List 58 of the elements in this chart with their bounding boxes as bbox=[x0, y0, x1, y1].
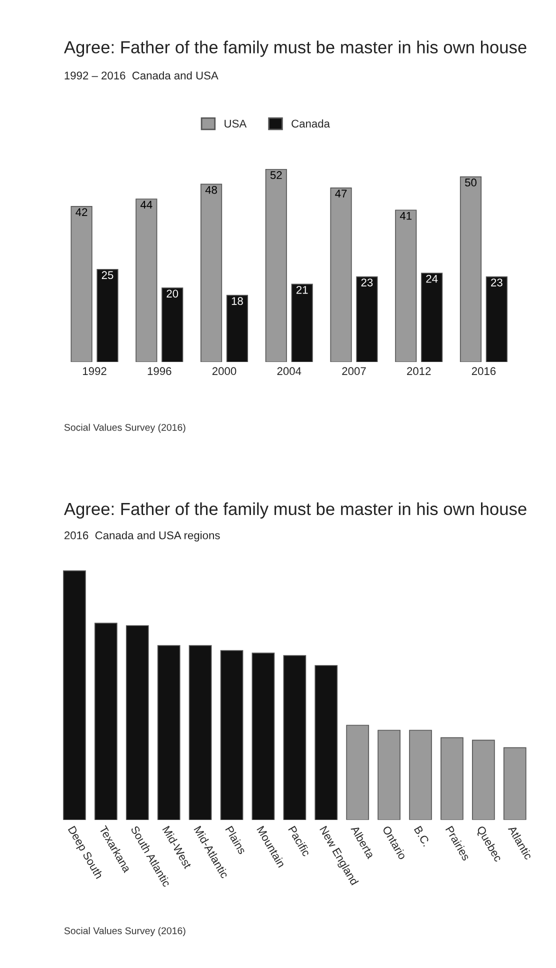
bar bbox=[283, 655, 306, 820]
data-label: 20 bbox=[166, 290, 178, 298]
bar bbox=[440, 737, 464, 820]
x-tick-label: 1996 bbox=[148, 367, 172, 376]
data-label: 44 bbox=[140, 200, 152, 209]
bar bbox=[126, 625, 149, 820]
bar bbox=[96, 268, 118, 362]
bar bbox=[265, 168, 287, 362]
bar bbox=[291, 284, 313, 362]
bar bbox=[70, 206, 92, 362]
bar bbox=[252, 652, 275, 820]
bar bbox=[346, 724, 370, 820]
chart-subtitle: 2016 Canada and USA regions bbox=[64, 531, 220, 542]
bar bbox=[503, 747, 526, 820]
data-label: 41 bbox=[400, 212, 412, 220]
bar bbox=[226, 294, 248, 362]
x-tick-label: 1992 bbox=[83, 367, 106, 376]
data-label: 25 bbox=[102, 271, 114, 280]
data-label: 18 bbox=[232, 297, 243, 305]
text: Social Values Survey (2016) bbox=[64, 927, 186, 936]
data-label: 52 bbox=[270, 171, 282, 180]
bar bbox=[395, 210, 417, 362]
data-label: 23 bbox=[491, 278, 502, 286]
data-label: 48 bbox=[205, 186, 217, 194]
x-tick-label: 2004 bbox=[277, 367, 302, 376]
bar bbox=[460, 176, 482, 362]
bar bbox=[94, 622, 118, 820]
bar bbox=[421, 272, 443, 362]
text: Social Values Survey (2016) bbox=[64, 424, 186, 433]
x-tick-label: 2012 bbox=[407, 367, 431, 376]
data-label: 50 bbox=[465, 178, 476, 186]
bar bbox=[409, 730, 432, 820]
bar bbox=[188, 645, 212, 820]
x-tick-label: 2000 bbox=[212, 367, 236, 376]
bar bbox=[314, 665, 338, 820]
data-label: 21 bbox=[296, 286, 308, 294]
bar bbox=[486, 276, 508, 362]
x-tick-label: 2007 bbox=[342, 367, 366, 376]
chart-subtitle: 1992 – 2016 Canada and USA bbox=[64, 71, 218, 80]
data-label: 47 bbox=[335, 190, 347, 198]
data-label: 42 bbox=[76, 208, 88, 216]
bar bbox=[330, 187, 352, 362]
bar bbox=[356, 276, 378, 362]
bar bbox=[472, 740, 495, 820]
data-label: 23 bbox=[361, 278, 373, 286]
bar bbox=[136, 198, 158, 362]
bar bbox=[200, 184, 222, 362]
legend-label: USA bbox=[224, 120, 247, 128]
bar bbox=[157, 645, 180, 820]
bar bbox=[378, 730, 400, 820]
chart-title: Agree: Father of the family must be master in his own house bbox=[64, 502, 526, 519]
x-tick-label: 2016 bbox=[472, 367, 496, 376]
bar bbox=[63, 570, 86, 820]
chart-title: Agree: Father of the family must be master in his own house bbox=[64, 40, 526, 57]
data-label: 24 bbox=[426, 274, 438, 283]
legend-label: Canada bbox=[292, 119, 330, 128]
bar bbox=[220, 650, 244, 820]
bar bbox=[162, 288, 184, 362]
